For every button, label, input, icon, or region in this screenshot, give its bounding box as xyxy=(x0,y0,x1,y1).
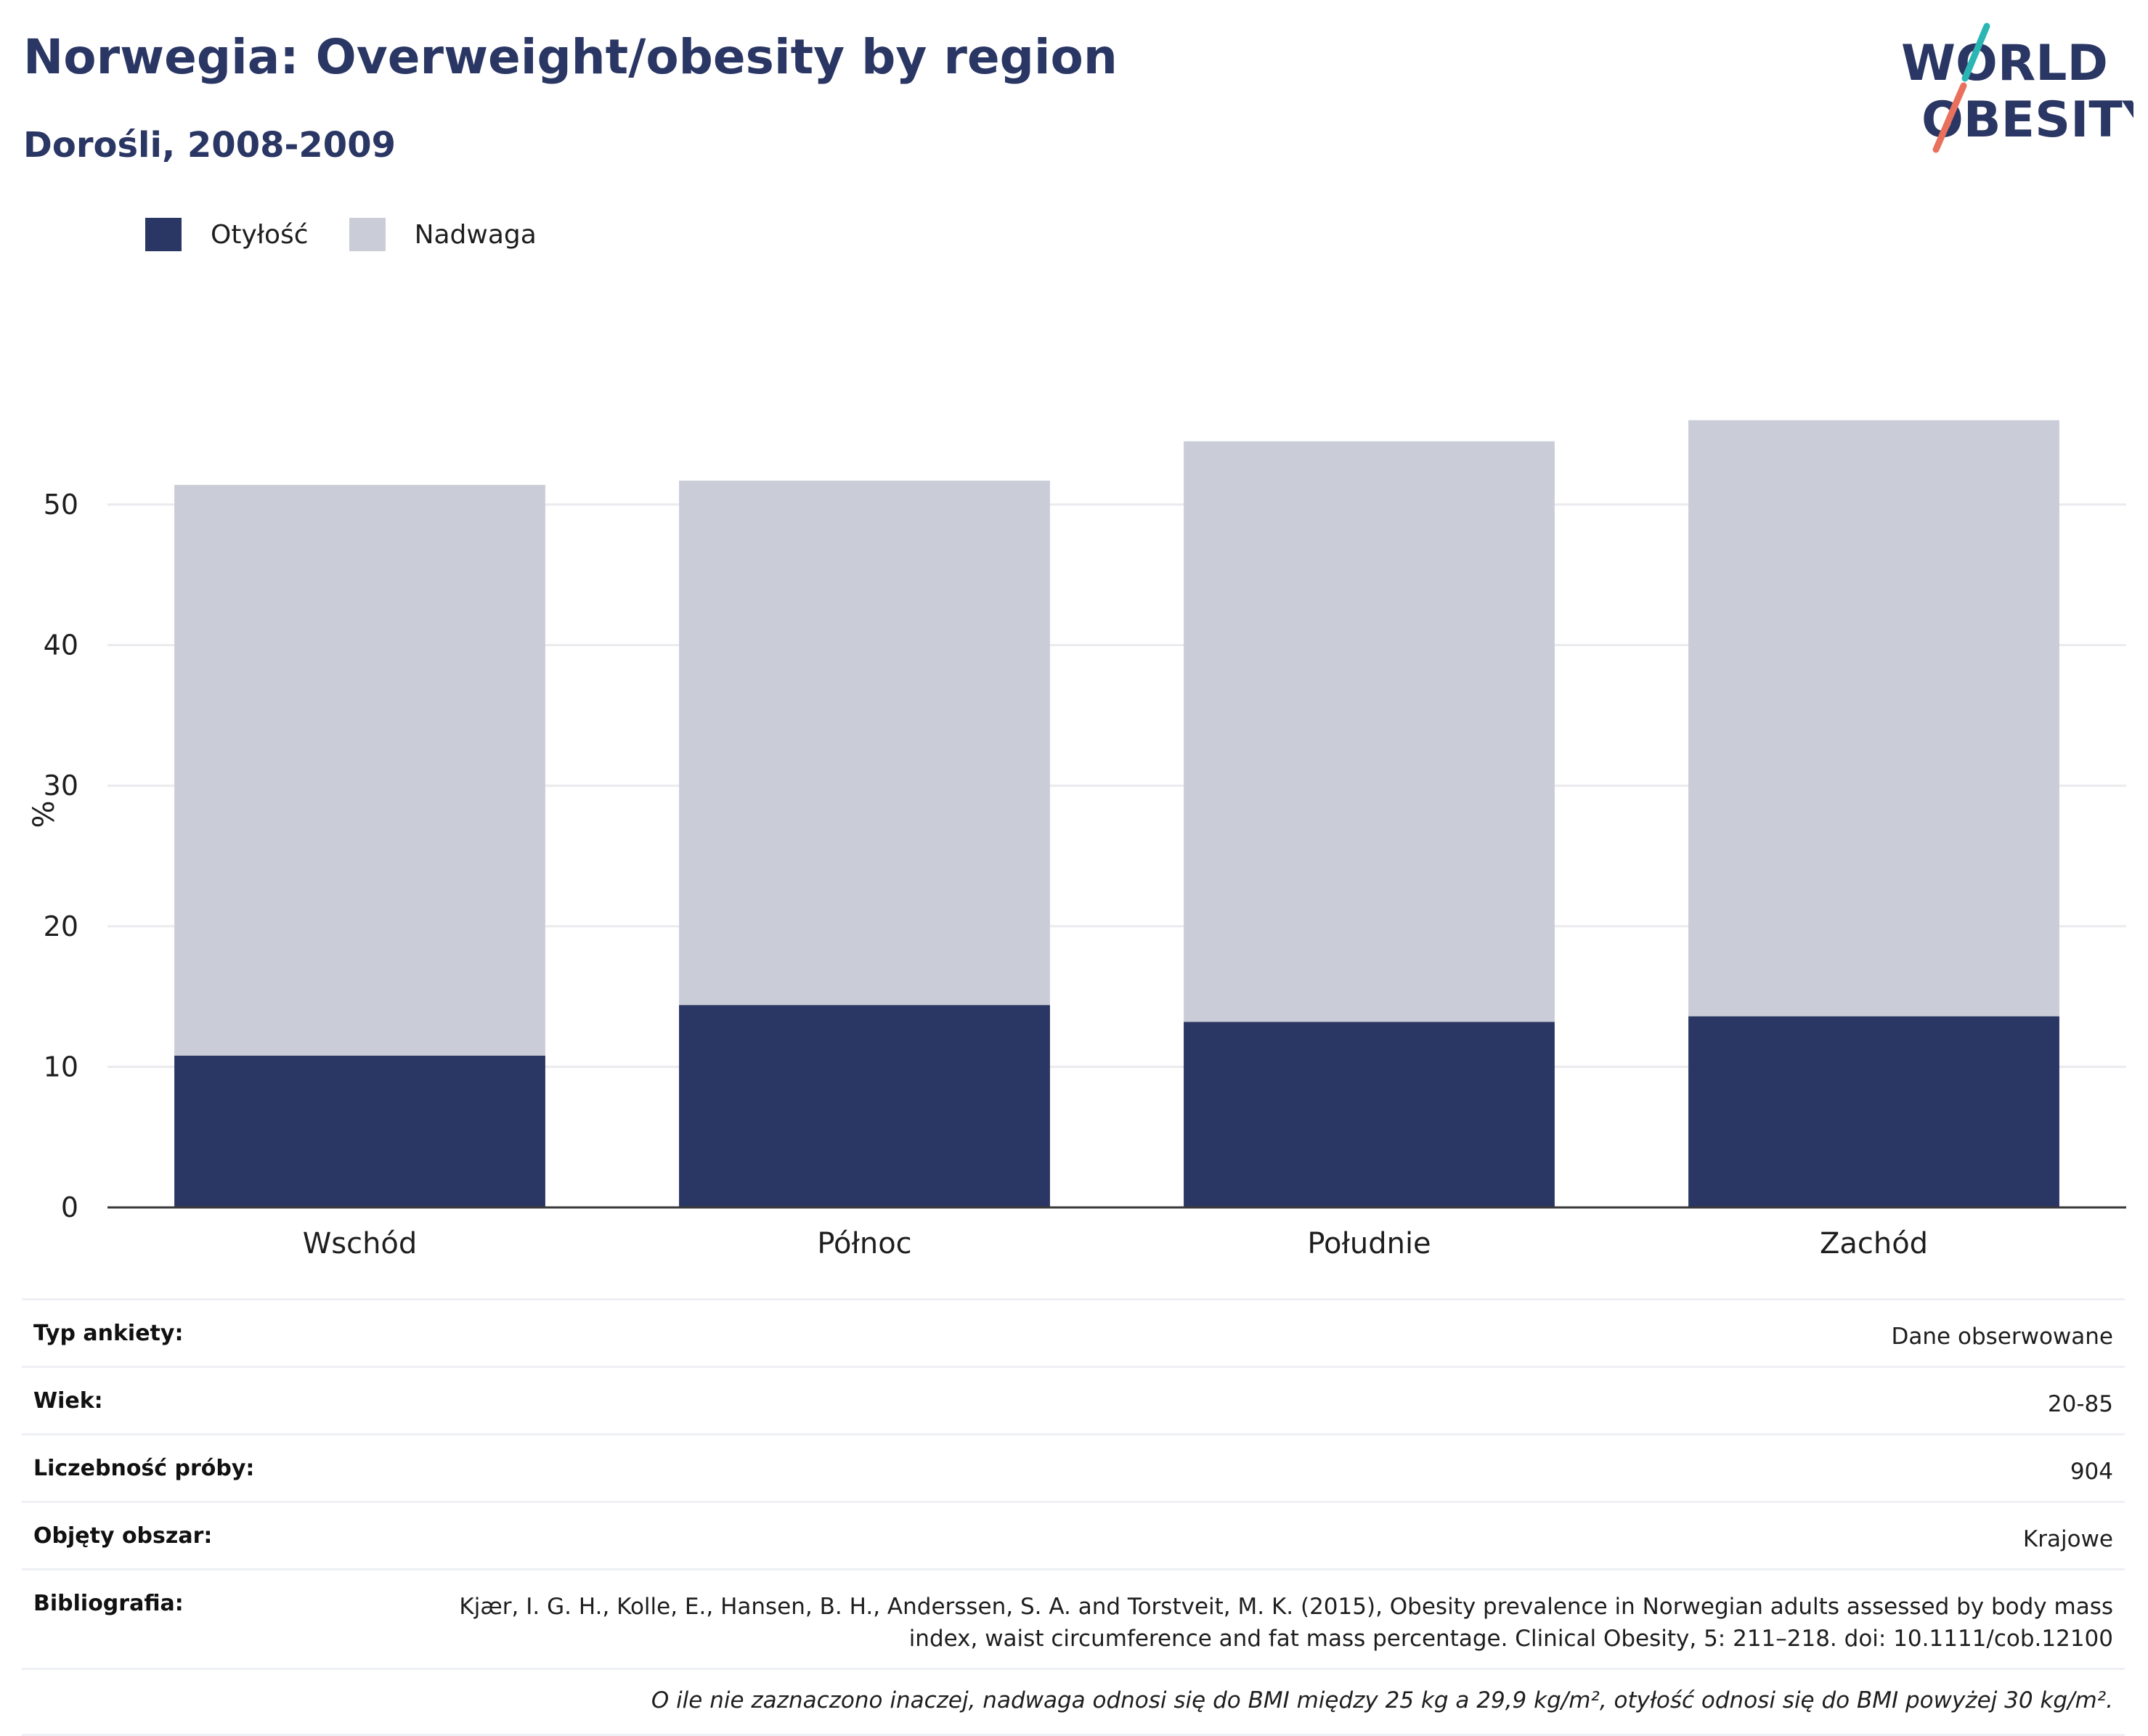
legend-item-overweight[interactable]: Nadwaga xyxy=(349,218,537,251)
info-key: Wiek: xyxy=(33,1388,103,1414)
info-value: 20-85 xyxy=(2047,1391,2113,1417)
legend-item-obesity[interactable]: Otyłość xyxy=(145,218,309,251)
info-row-bibliography: Bibliografia: Kjær, I. G. H., Kolle, E.,… xyxy=(22,1568,2125,1668)
legend-label-overweight: Nadwaga xyxy=(414,219,537,250)
page-subtitle: Dorośli, 2008-2009 xyxy=(23,125,396,166)
x-tick-label: Wschód xyxy=(303,1227,418,1260)
y-tick-label: 50 xyxy=(44,489,78,521)
chart-legend: Otyłość Nadwaga xyxy=(145,218,577,251)
bar-obesity-0[interactable] xyxy=(174,1055,545,1207)
bar-overweight-2[interactable] xyxy=(1184,441,1555,1022)
y-tick-label: 30 xyxy=(44,770,78,802)
y-tick-label: 10 xyxy=(44,1051,78,1083)
y-tick-label: 0 xyxy=(61,1191,78,1223)
bar-obesity-1[interactable] xyxy=(679,1005,1050,1207)
info-key: Objęty obszar: xyxy=(33,1523,213,1549)
bar-overweight-1[interactable] xyxy=(679,480,1050,1006)
bar-overweight-3[interactable] xyxy=(1688,420,2059,1016)
bar-chart: 0 10 20 30 40 50% Wschód Północ Południe Zachód xyxy=(28,420,2126,1260)
legend-label-obesity: Otyłość xyxy=(211,219,309,250)
page-title: Norwegia: Overweight/obesity by region xyxy=(23,29,1118,85)
bar-obesity-3[interactable] xyxy=(1688,1016,2059,1207)
footnote-row: O ile nie zaznaczono inaczej, nadwaga od… xyxy=(22,1668,2125,1736)
logo-slash-top xyxy=(1961,23,1990,82)
legend-swatch-overweight xyxy=(349,218,386,251)
bar-obesity-2[interactable] xyxy=(1184,1022,1555,1207)
legend-swatch-obesity xyxy=(145,218,182,251)
world-obesity-logo: WORLD OBESITY xyxy=(1901,23,2133,153)
x-tick-label: Południe xyxy=(1307,1227,1431,1260)
info-row-sample-size: Liczebność próby: 904 xyxy=(22,1433,2125,1501)
y-axis-label: % xyxy=(28,800,61,828)
y-tick-label: 20 xyxy=(44,910,78,942)
info-key: Typ ankiety: xyxy=(33,1321,184,1346)
logo-line1: WORLD xyxy=(1901,35,2108,92)
info-value: Dane obserwowane xyxy=(1891,1324,2113,1350)
footnote: O ile nie zaznaczono inaczej, nadwaga od… xyxy=(651,1687,2113,1713)
x-tick-label: Północ xyxy=(817,1227,911,1260)
info-row-age: Wiek: 20-85 xyxy=(22,1366,2125,1433)
info-value: Kjær, I. G. H., Kolle, E., Hansen, B. H.… xyxy=(459,1594,2113,1652)
info-key: Bibliografia: xyxy=(33,1591,184,1616)
bar-overweight-0[interactable] xyxy=(174,484,545,1056)
x-tick-label: Zachód xyxy=(1820,1227,1928,1260)
info-row-area: Objęty obszar: Krajowe xyxy=(22,1501,2125,1568)
logo-slash-bottom xyxy=(1932,82,1967,153)
info-row-survey-type: Typ ankiety: Dane obserwowane xyxy=(22,1298,2125,1366)
info-value: 904 xyxy=(2070,1459,2113,1485)
info-key: Liczebność próby: xyxy=(33,1456,255,1481)
info-table: Typ ankiety: Dane obserwowane Wiek: 20-8… xyxy=(22,1298,2125,1736)
y-tick-label: 40 xyxy=(44,629,78,661)
info-value: Krajowe xyxy=(2022,1526,2113,1552)
